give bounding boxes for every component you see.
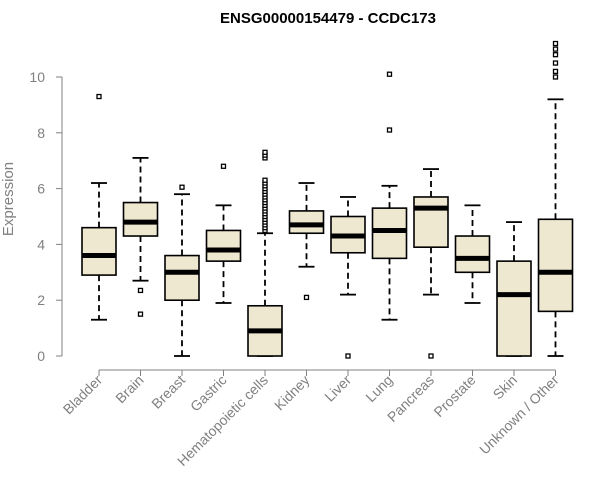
y-axis: 0 2 4 6 8 10	[29, 69, 63, 364]
outlier-point	[386, 71, 393, 77]
y-axis-label: Expression	[0, 162, 17, 236]
outlier-point	[262, 177, 268, 183]
iqr-box	[413, 196, 449, 248]
iqr-box	[371, 207, 408, 260]
x-tick-label: Bladder	[60, 372, 106, 418]
y-tick-label: 6	[37, 181, 45, 197]
box-kidney	[288, 182, 325, 301]
outlier-point	[345, 353, 351, 359]
iqr-box	[537, 218, 574, 313]
y-tick-label: 2	[37, 292, 45, 308]
box-lung	[371, 71, 408, 321]
outlier-point	[552, 60, 559, 66]
box-liver	[330, 196, 366, 359]
box-unknown-other	[537, 40, 574, 357]
outlier-point	[137, 311, 144, 317]
outlier-point	[386, 127, 393, 133]
outlier-point	[96, 93, 102, 100]
x-tick-label: Lung	[362, 372, 395, 405]
y-tick-label: 8	[37, 125, 45, 141]
x-tick-label: Unknown / Other	[476, 372, 562, 458]
box-skin	[496, 221, 532, 357]
iqr-box	[496, 260, 532, 357]
outlier-point	[220, 163, 227, 169]
x-tick-label: Prostate	[430, 372, 478, 420]
x-tick-label: Breast	[148, 372, 188, 412]
x-tick-label: Kidney	[271, 372, 313, 414]
x-tick-label: Liver	[321, 372, 354, 405]
iqr-box	[81, 226, 117, 276]
outlier-point	[179, 184, 185, 190]
boxes	[81, 40, 574, 359]
outlier-point	[552, 74, 559, 80]
y-tick-label: 4	[37, 236, 45, 252]
outlier-point	[552, 52, 559, 58]
outlier-point	[428, 353, 434, 359]
box-hematopoietic-cells	[247, 149, 283, 357]
iqr-box	[122, 201, 159, 237]
iqr-box	[164, 254, 200, 301]
box-gastric	[205, 163, 242, 304]
outlier-point	[552, 46, 559, 52]
outlier-point	[137, 287, 144, 294]
box-pancreas	[413, 168, 449, 359]
y-tick-label: 10	[29, 69, 45, 85]
outlier-point	[303, 294, 310, 301]
outlier-point	[552, 68, 559, 75]
chart-title: ENSG00000154479 - CCDC173	[220, 10, 436, 27]
iqr-box	[205, 229, 242, 262]
x-tick-label: Brain	[112, 372, 146, 406]
outlier-point	[552, 40, 559, 47]
iqr-box	[454, 235, 491, 274]
box-breast	[164, 184, 200, 357]
box-prostate	[454, 204, 491, 304]
iqr-box	[288, 210, 325, 235]
x-tick-label: Skin	[490, 372, 521, 403]
y-tick-label: 0	[37, 348, 45, 364]
box-bladder	[81, 93, 117, 321]
outlier-point	[262, 149, 268, 155]
box-brain	[122, 157, 159, 317]
